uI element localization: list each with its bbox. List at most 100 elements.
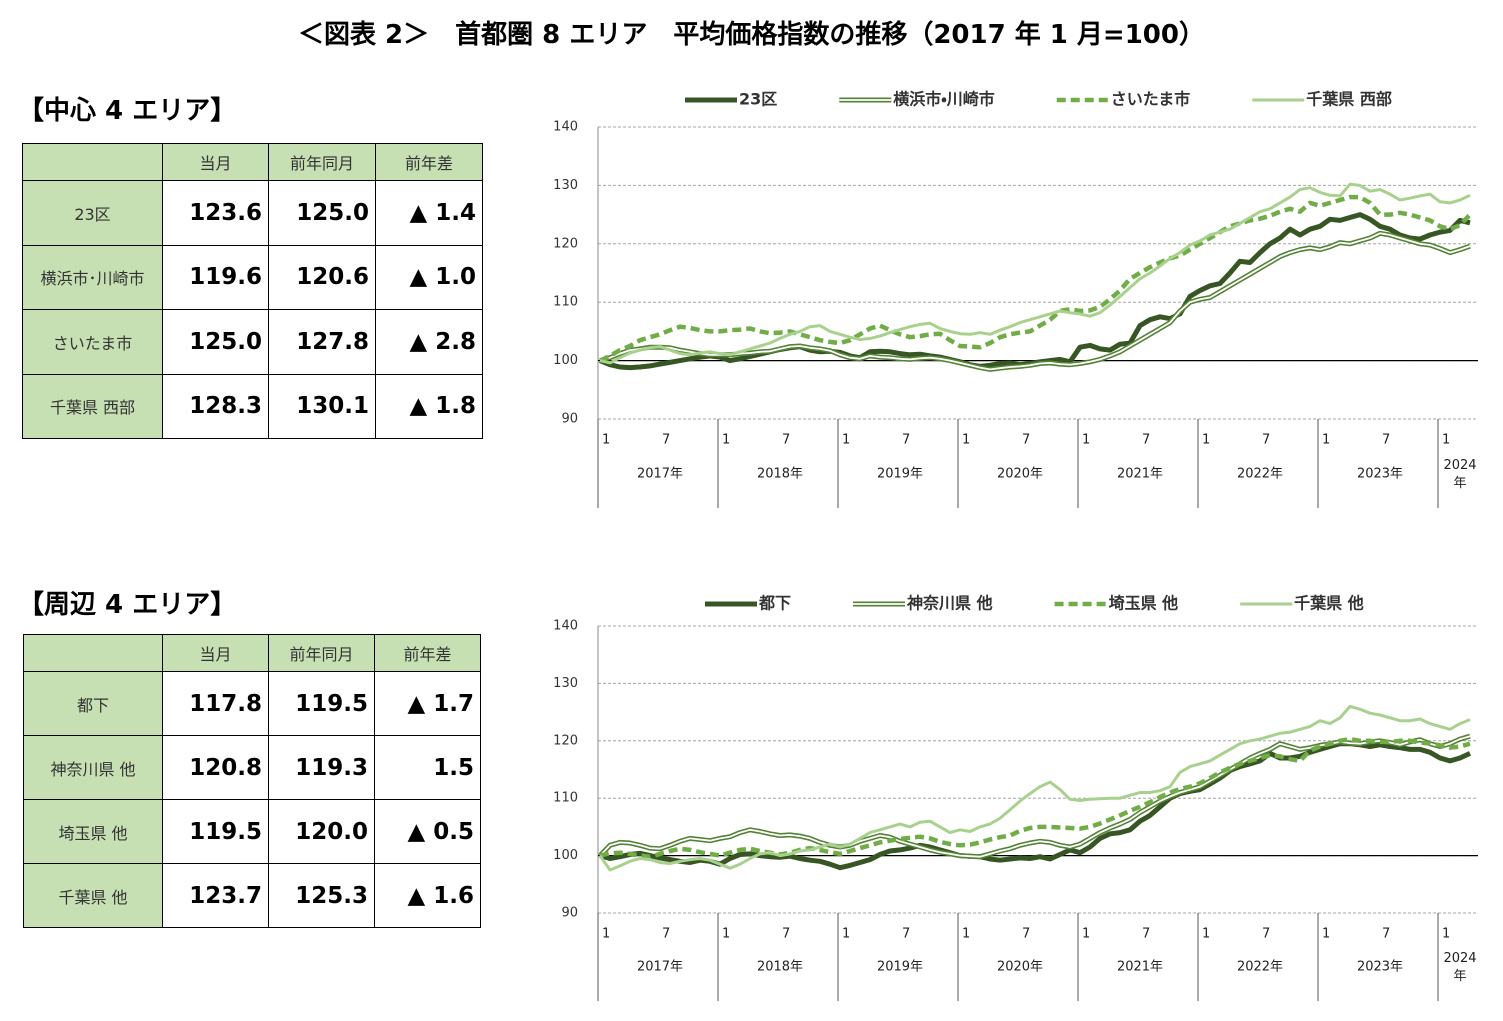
series-line [599, 182, 1471, 365]
data-table: 当月 前年同月 前年差 都下 117.8 119.5 ▲ 1.7 神奈川県 他 120.8 119… [23, 634, 481, 928]
y-tick-label: 90 [561, 412, 578, 427]
header-cell: 当月 [162, 634, 269, 672]
year-label: 2018年 [757, 467, 803, 482]
value-cell: 128.3 [162, 373, 269, 439]
x-tick-label: 7 [902, 927, 910, 942]
x-tick-label: 1 [1202, 927, 1210, 942]
year-label: 2022年 [1237, 467, 1283, 482]
x-tick-label: 7 [1022, 433, 1030, 448]
x-tick-label: 7 [902, 433, 910, 448]
x-tick-label: 1 [842, 433, 850, 448]
value-cell: 125.0 [268, 180, 376, 246]
table-row: 横浜市･川崎市 119.6 120.6 ▲ 1.0 [22, 244, 483, 310]
x-tick-label: 1 [1082, 433, 1090, 448]
y-tick-label: 140 [553, 619, 578, 634]
x-tick-label: 7 [782, 927, 790, 942]
table-row: 埼玉県 他 119.5 120.0 ▲ 0.5 [23, 799, 481, 864]
year-label: 2023年 [1357, 467, 1403, 482]
page-title: ＜図表 2＞ 首都圏 8 エリア 平均価格指数の推移（2017 年 1 月=10… [297, 20, 1205, 50]
value-cell: 127.8 [268, 309, 376, 375]
value-cell: 125.3 [268, 863, 375, 928]
value-cell: ▲ 0.5 [374, 799, 481, 864]
value-cell: 120.8 [162, 735, 269, 800]
value-cell: 119.5 [268, 671, 375, 736]
header-row: 当月 前年同月 前年差 [22, 143, 483, 181]
x-tick-label: 7 [1382, 433, 1390, 448]
legend-label: 都下 [758, 594, 791, 613]
year-label: 2018年 [757, 960, 803, 975]
value-cell: 1.5 [374, 735, 481, 800]
data-table: 当月 前年同月 前年差 23区 123.6 125.0 ▲ 1.4 横浜市･川崎市 119.6 1… [22, 143, 483, 439]
y-tick-label: 140 [553, 120, 578, 135]
legend-label: 埼玉県 他 [1109, 594, 1179, 613]
year-label: 2017年 [637, 960, 683, 975]
table-row: 千葉県 他 123.7 125.3 ▲ 1.6 [23, 863, 481, 928]
series-line [599, 230, 1471, 372]
year-label: 2019年 [877, 960, 923, 975]
legend-label: 千葉県 西部 [1306, 90, 1392, 109]
row-label: 23区 [22, 180, 163, 246]
value-cell: 120.0 [268, 799, 375, 864]
series-line [598, 733, 1471, 860]
header-cell: 前年差 [374, 634, 481, 672]
table-heading: 【周辺 4 エリア】 [18, 590, 237, 620]
header-cell: 前年同月 [268, 143, 376, 181]
year-label: 2017年 [637, 467, 683, 482]
year-label: 2023年 [1357, 960, 1403, 975]
series-line [598, 704, 1471, 872]
row-label: 横浜市･川崎市 [22, 244, 163, 310]
header-cell: 前年差 [375, 143, 483, 181]
value-cell: ▲ 1.7 [374, 671, 481, 736]
y-tick-label: 100 [553, 848, 578, 863]
y-tick-label: 120 [553, 733, 578, 748]
x-tick-label: 1 [602, 927, 610, 942]
y-tick-label: 130 [553, 178, 578, 193]
y-tick-label: 90 [561, 906, 578, 921]
header-cell [23, 634, 163, 672]
value-cell: 117.8 [162, 671, 269, 736]
value-cell: 130.1 [268, 373, 376, 439]
year-label: 2019年 [877, 467, 923, 482]
table-row: 都下 117.8 119.5 ▲ 1.7 [23, 671, 481, 736]
x-tick-label: 7 [662, 433, 670, 448]
header-cell [22, 143, 163, 181]
series-line [599, 741, 1472, 871]
legend-label: さいたま市 [1111, 90, 1191, 109]
year-label: 2024 年 [1443, 458, 1476, 491]
table-row: 神奈川県 他 120.8 119.3 1.5 [23, 735, 481, 800]
x-tick-label: 1 [1202, 433, 1210, 448]
value-cell: 123.6 [162, 180, 269, 246]
x-tick-label: 1 [602, 433, 610, 448]
value-cell: 120.6 [268, 244, 376, 310]
legend-label: 横浜市・川崎市 [893, 90, 994, 109]
x-tick-label: 1 [1322, 927, 1330, 942]
value-cell: 123.7 [162, 863, 269, 928]
x-tick-label: 7 [1142, 927, 1150, 942]
value-cell: 119.3 [268, 735, 375, 800]
header-row: 当月 前年同月 前年差 [23, 634, 481, 672]
legend-label: 神奈川県 他 [906, 594, 993, 613]
y-tick-label: 110 [553, 791, 578, 806]
value-cell: ▲ 1.0 [375, 244, 483, 310]
x-tick-label: 7 [1262, 433, 1270, 448]
x-tick-label: 1 [1322, 433, 1330, 448]
table-heading: 【中心 4 エリア】 [18, 96, 237, 126]
row-label: 千葉県 西部 [22, 373, 163, 439]
row-label: 埼玉県 他 [23, 799, 163, 864]
value-cell: 119.5 [162, 799, 269, 864]
x-tick-label: 7 [1262, 927, 1270, 942]
x-tick-label: 7 [662, 927, 670, 942]
year-label: 2021年 [1117, 467, 1163, 482]
year-label: 2022年 [1237, 960, 1283, 975]
series-line [599, 194, 1472, 363]
x-tick-label: 1 [962, 927, 970, 942]
x-tick-label: 7 [1382, 927, 1390, 942]
value-cell: ▲ 1.8 [375, 373, 483, 439]
x-tick-label: 7 [1142, 433, 1150, 448]
x-tick-label: 7 [1022, 927, 1030, 942]
y-tick-label: 110 [553, 295, 578, 310]
x-tick-label: 7 [782, 433, 790, 448]
x-tick-label: 1 [962, 433, 970, 448]
